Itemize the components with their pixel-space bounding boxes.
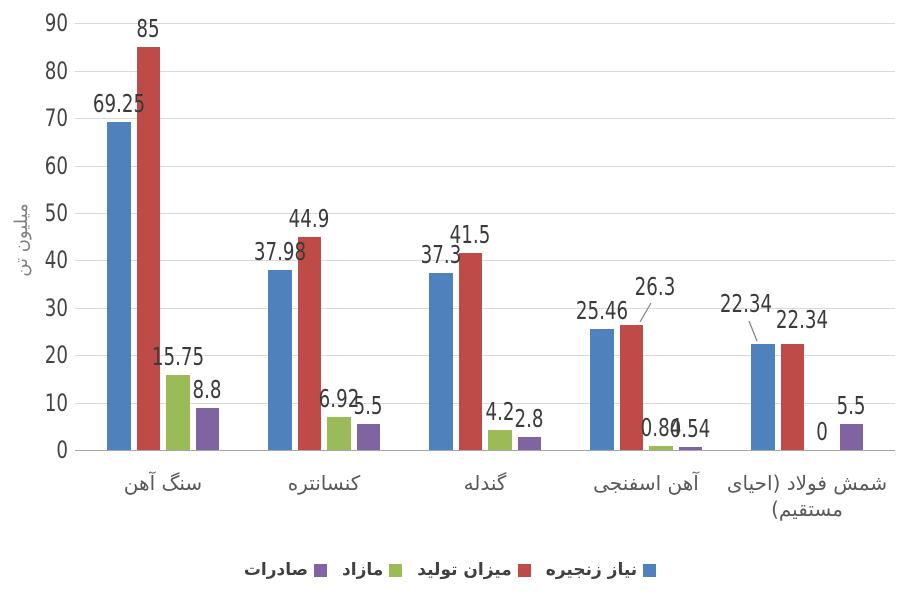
bar-s3-c1	[356, 423, 380, 450]
data-label-s0-c3: 25.46	[575, 296, 628, 326]
x-category-label-2: گندله	[463, 471, 507, 495]
bar-s0-c3	[590, 329, 614, 450]
legend-label: مازاد	[342, 560, 384, 580]
bar-s3-c4	[839, 423, 863, 450]
data-label-s1-c4: 22.34	[776, 305, 829, 335]
data-label-s1-c3: 26.3	[634, 272, 676, 302]
legend-label: میزان تولید	[417, 560, 512, 580]
y-tick-label: 20	[44, 341, 68, 369]
legend-swatch	[389, 563, 403, 577]
bar-s2-c2	[488, 430, 512, 450]
y-tick-label: 70	[44, 104, 68, 132]
gridline	[75, 213, 895, 214]
bar-s1-c3	[619, 325, 643, 450]
bar-s3-c0	[195, 408, 219, 450]
gridline	[75, 118, 895, 119]
data-label-s3-c2: 2.8	[514, 403, 544, 433]
bar-s2-c1	[327, 417, 351, 450]
legend-item-1: میزان تولید	[417, 560, 531, 580]
data-label-s2-c4: 0	[815, 417, 828, 446]
x-category-label-1: کنسانتره	[287, 471, 361, 495]
legend-swatch	[643, 563, 657, 577]
data-label-s2-c1: 6.92	[318, 384, 360, 414]
data-label-s1-c0: 85	[136, 13, 160, 43]
bar-s3-c2	[517, 436, 541, 450]
bar-s3-c3	[678, 447, 702, 450]
gridline	[75, 403, 895, 404]
gridline	[75, 166, 895, 167]
data-label-s0-c1: 37.98	[253, 236, 306, 266]
x-category-label-0: سنگ آهن	[123, 471, 203, 495]
bar-s1-c1	[297, 237, 321, 450]
x-category-label-4: شمش فولاد (احیای مستقیم)	[726, 471, 888, 521]
data-label-s3-c3: 0.54	[669, 414, 711, 444]
data-label-s1-c1: 44.9	[288, 204, 330, 234]
gridline	[75, 260, 895, 261]
y-tick-label: 50	[44, 199, 68, 227]
legend-swatch	[517, 563, 531, 577]
bar-s0-c2	[429, 273, 453, 450]
x-category-label-3: آهن اسفنجی	[593, 471, 699, 495]
legend-label: صادرات	[243, 560, 309, 580]
gridline	[75, 308, 895, 309]
gridline	[75, 23, 895, 24]
data-label-s3-c4: 5.5	[836, 390, 866, 420]
gridline	[75, 71, 895, 72]
bar-s1-c0	[136, 46, 160, 450]
data-label-s2-c0: 15.75	[151, 342, 204, 372]
y-tick-label: 40	[44, 246, 68, 274]
bar-s2-c3	[649, 446, 673, 450]
bar-s0-c4	[751, 344, 775, 450]
legend-item-3: صادرات	[243, 560, 328, 580]
gridline	[75, 355, 895, 356]
data-label-s3-c1: 5.5	[353, 390, 383, 420]
bar-s2-c0	[166, 375, 190, 450]
chart-legend: صادرات مازاد میزان تولید نیاز زنجیره	[0, 560, 900, 580]
data-label-s3-c0: 8.8	[192, 375, 222, 405]
bar-s0-c1	[268, 269, 292, 450]
legend-item-0: نیاز زنجیره	[545, 560, 657, 580]
y-axis-title: میلیون تن	[11, 203, 32, 277]
y-tick-label: 80	[44, 57, 68, 85]
data-label-s1-c2: 41.5	[449, 220, 491, 250]
y-tick-label: 60	[44, 152, 68, 180]
data-label-s2-c2: 4.2	[485, 397, 515, 427]
label-leader-line	[639, 302, 652, 323]
y-tick-label: 0	[56, 436, 68, 464]
legend-item-2: مازاد	[342, 560, 403, 580]
x-axis-line	[75, 450, 895, 451]
legend-swatch	[314, 563, 328, 577]
bar-s1-c4	[780, 344, 804, 450]
legend-label: نیاز زنجیره	[545, 560, 638, 580]
y-tick-label: 10	[44, 389, 68, 417]
label-leader-line	[748, 320, 758, 342]
data-label-s0-c2: 37.3	[420, 240, 462, 270]
bar-s0-c0	[107, 121, 131, 450]
data-label-s2-c3: 0.84	[640, 413, 682, 443]
data-label-s0-c0: 69.25	[92, 88, 145, 118]
y-tick-label: 90	[44, 9, 68, 37]
data-label-s0-c4: 22.34	[719, 289, 772, 319]
y-tick-label: 30	[44, 294, 68, 322]
bar-s1-c2	[458, 253, 482, 450]
